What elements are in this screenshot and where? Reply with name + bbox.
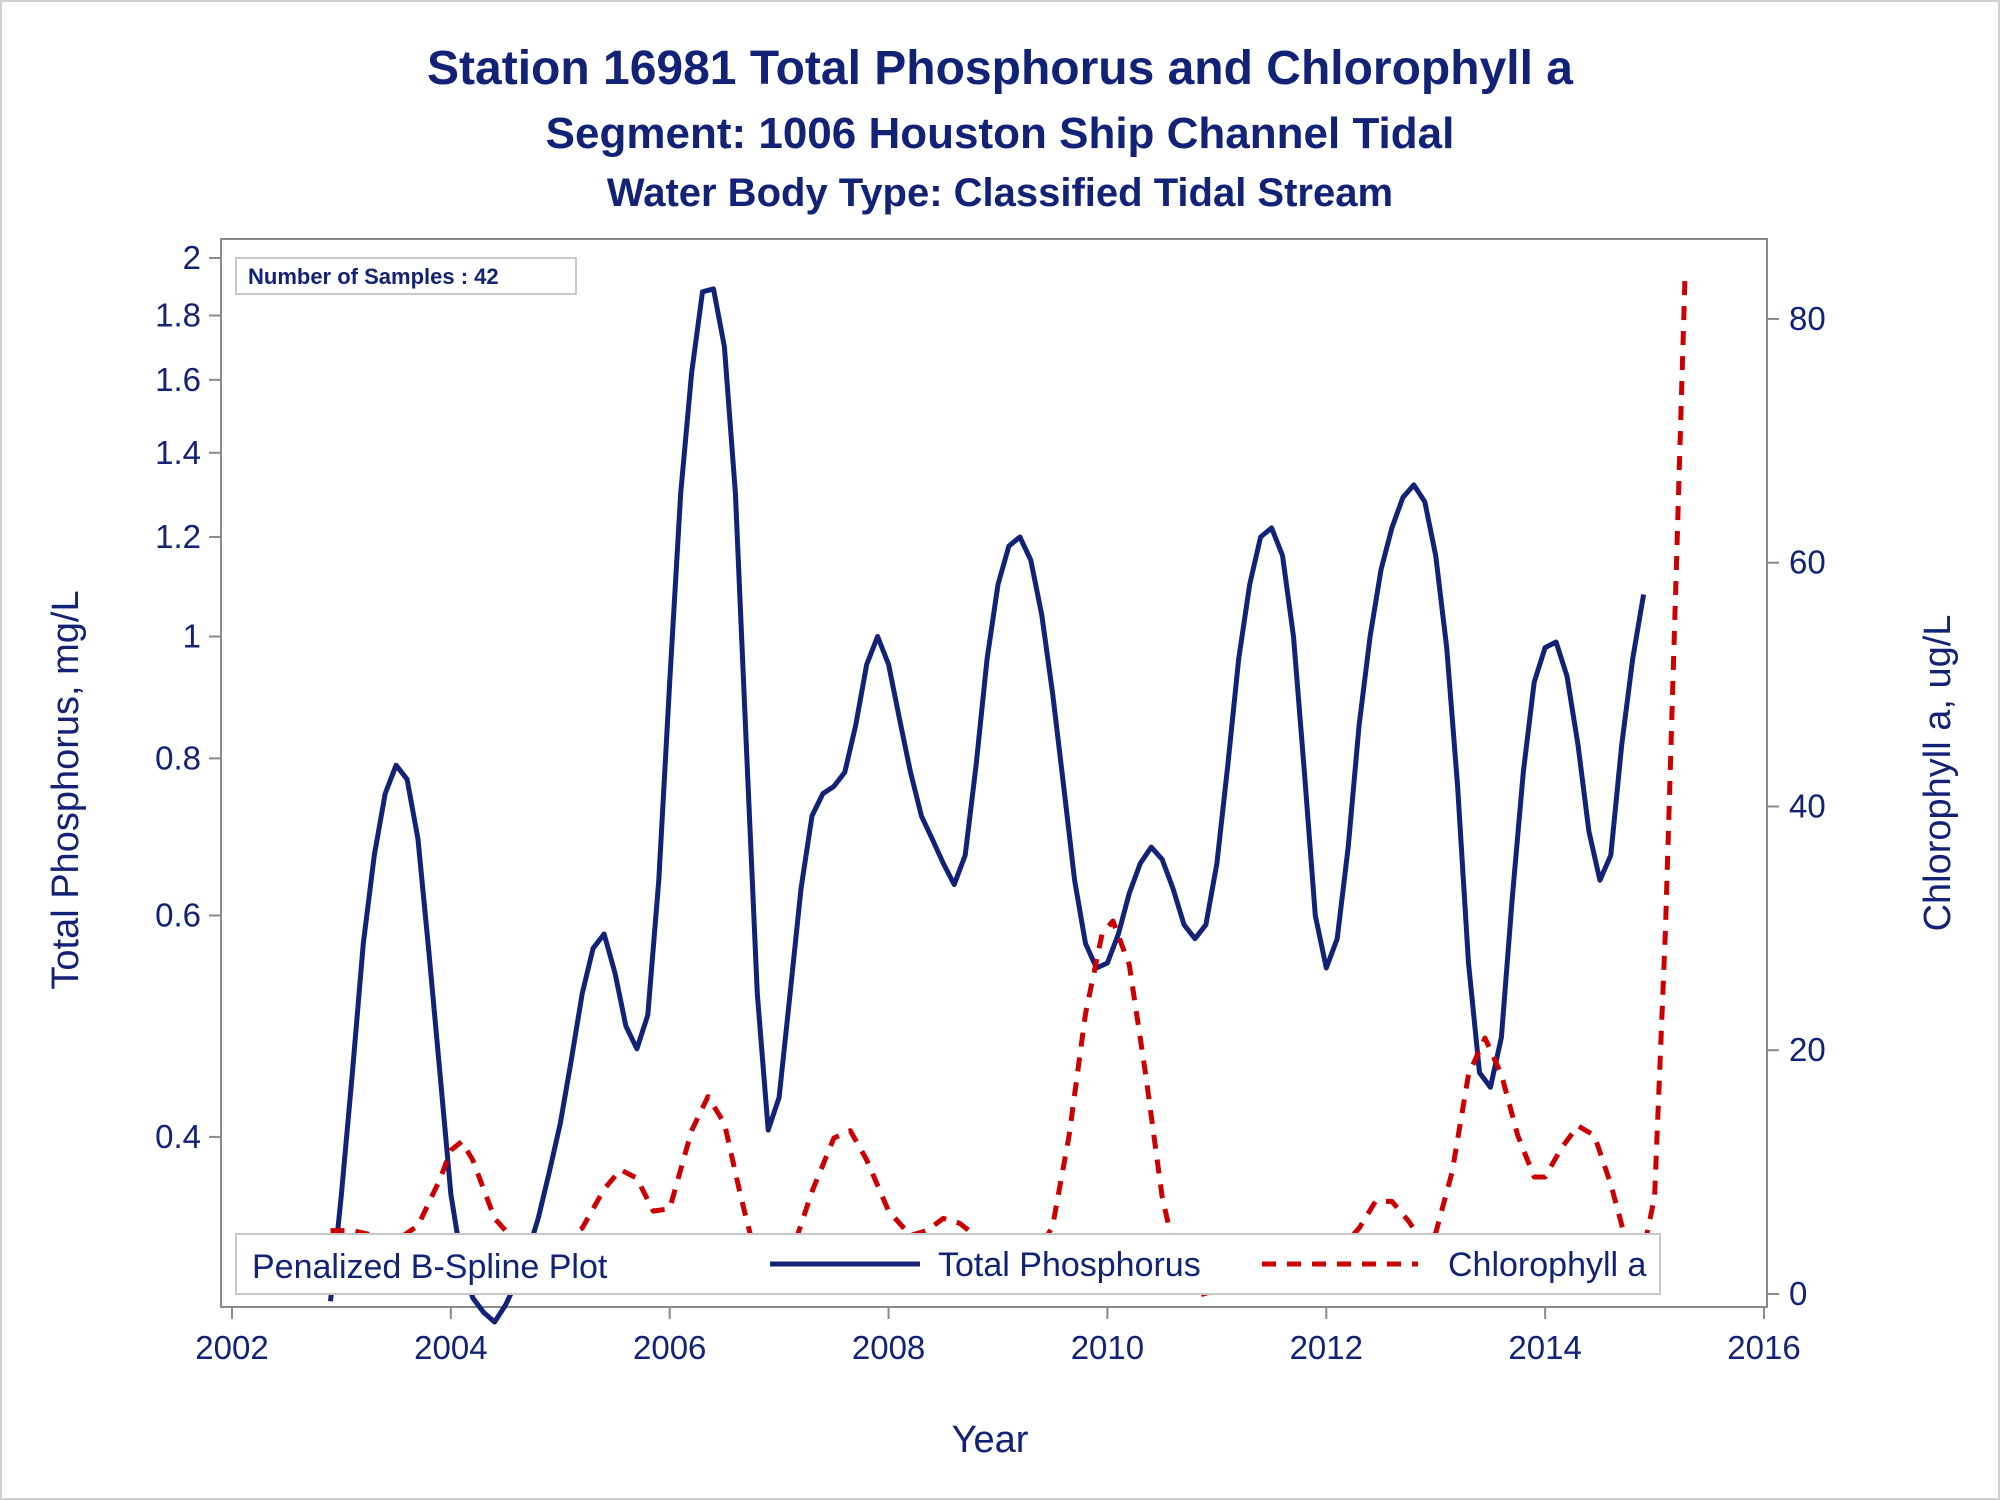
y-axis-right: 0 20 40 60 80 [1767,300,1826,1312]
plot-area [220,238,1768,1308]
y2-tick-label: 40 [1789,787,1826,824]
y-tick-label: 1.8 [155,297,201,334]
x-tick-label: 2002 [195,1329,268,1366]
y-tick-label: 1.2 [155,518,201,555]
series-line-chlorophyll [330,270,1688,1299]
y2-tick-label: 80 [1789,300,1826,337]
x-axis-label: Year [952,1419,1029,1461]
legend-box [235,1233,1661,1295]
x-tick-label: 2006 [633,1329,706,1366]
y2-tick-label: 60 [1789,544,1826,581]
y-tick-label: 1 [183,618,201,655]
y-tick-label: 1.6 [155,361,201,398]
series-layer [328,270,1688,1325]
y2-axis-label: Chlorophyll a, ug/L [1917,615,1959,932]
x-tick-label: 2016 [1727,1329,1800,1366]
legend-label-chlorophyll: Chlorophyll a [1448,1246,1647,1284]
chart-subtitle-2: Water Body Type: Classified Tidal Stream [607,171,1393,215]
chart-subtitle: Segment: 1006 Houston Ship Channel Tidal [546,109,1455,158]
x-tick-label: 2012 [1290,1329,1363,1366]
y2-tick-label: 20 [1789,1031,1826,1068]
x-axis: 2002 2004 2006 2008 2010 2012 2014 2016 [195,1307,1801,1366]
y-tick-label: 0.8 [155,739,201,776]
legend-label-phosphorus: Total Phosphorus [938,1246,1201,1284]
legend-title: Penalized B-Spline Plot [252,1248,608,1286]
series-line-phosphorus [328,286,1647,1325]
y-tick-label: 2 [183,239,201,276]
x-tick-label: 2010 [1071,1329,1144,1366]
y-axis-label: Total Phosphorus, mg/L [45,590,87,989]
sample-count-label: Number of Samples : 42 [248,264,499,289]
chart-title: Station 16981 Total Phosphorus and Chlor… [427,42,1573,95]
y-tick-label: 1.4 [155,434,201,471]
x-tick-label: 2014 [1508,1329,1581,1366]
sample-count-box [235,257,577,295]
y-axis-left: 0.4 0.6 0.8 1 1.2 1.4 1.6 1.8 2 [155,239,221,1155]
x-tick-label: 2004 [414,1329,487,1366]
y-tick-label: 0.6 [155,896,201,933]
y-tick-label: 0.4 [155,1118,201,1155]
y2-tick-label: 0 [1789,1275,1807,1312]
x-tick-label: 2008 [852,1329,925,1366]
